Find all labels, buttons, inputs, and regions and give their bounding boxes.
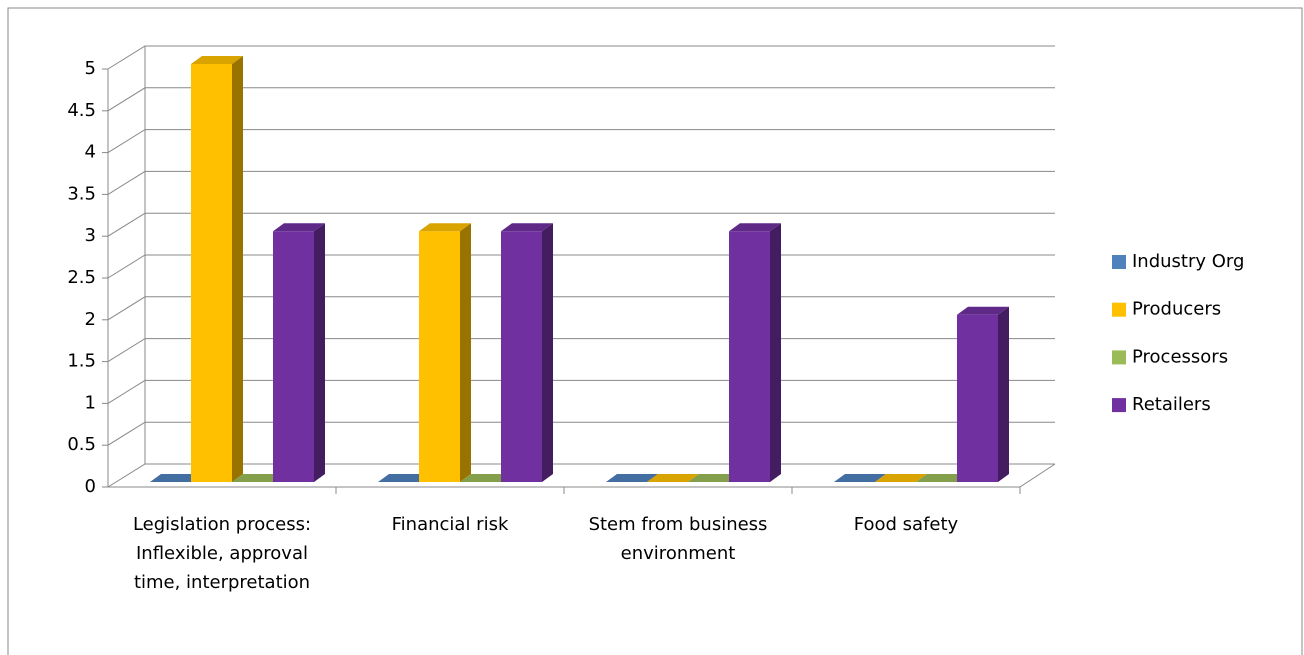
y-tick-label: 4 <box>85 142 96 163</box>
bar-top <box>501 223 553 232</box>
bar <box>460 474 512 482</box>
bar <box>232 474 284 482</box>
bar-top <box>150 474 202 482</box>
bar <box>501 223 553 482</box>
bar <box>647 474 699 482</box>
legend-label: Retailers <box>1132 394 1211 415</box>
bar-top <box>647 474 699 482</box>
bar <box>688 474 740 482</box>
y-tick-label: 1.5 <box>67 351 96 372</box>
legend-label: Industry Org <box>1132 251 1244 272</box>
bar-side <box>314 223 325 482</box>
y-tick-label: 3.5 <box>67 183 96 204</box>
bar-top <box>957 306 1009 315</box>
bar <box>273 223 325 482</box>
bar-top <box>460 474 512 482</box>
bar-top <box>191 56 243 64</box>
legend-swatch <box>1112 398 1126 413</box>
grid-line <box>107 87 1055 112</box>
bar-top <box>916 474 968 482</box>
y-tick-label: 3 <box>85 225 96 246</box>
legend-swatch <box>1112 302 1126 317</box>
y-tick-label: 0 <box>85 476 96 497</box>
x-tick-label: Food safety <box>853 514 959 535</box>
y-tick-label: 2 <box>85 309 96 330</box>
bar-front <box>729 231 770 482</box>
x-tick-label: Legislation process: Inflexible, approva… <box>132 514 312 593</box>
bar-side <box>232 56 243 482</box>
legend-swatch <box>1112 255 1126 269</box>
bar <box>419 223 471 482</box>
y-tick-label: 2.5 <box>67 267 96 288</box>
bar <box>875 474 927 482</box>
bar-front <box>419 231 460 482</box>
grid-line <box>107 212 1055 237</box>
bar-top <box>419 223 471 232</box>
y-tick-label: 4.5 <box>67 100 96 121</box>
y-tick-label: 0.5 <box>67 434 96 455</box>
bar <box>606 474 658 482</box>
bar <box>957 306 1009 482</box>
bar-top <box>834 474 886 482</box>
bar <box>916 474 968 482</box>
y-tick-label: 1 <box>85 392 96 413</box>
bar <box>150 474 202 482</box>
bar-side <box>542 223 553 482</box>
bar-side <box>770 223 781 482</box>
legend-label: Processors <box>1132 346 1228 367</box>
bar-top <box>729 223 781 232</box>
bar <box>834 474 886 482</box>
bar-front <box>501 231 542 482</box>
bar-top <box>273 223 325 232</box>
bar-front <box>191 64 232 482</box>
bar-front <box>273 231 314 482</box>
bar <box>729 223 781 482</box>
bar-front <box>957 314 998 482</box>
bar-side <box>460 223 471 482</box>
bar-top <box>688 474 740 482</box>
bar-top <box>875 474 927 482</box>
bar-top <box>378 474 430 482</box>
legend-label: Producers <box>1132 299 1221 320</box>
x-tick-label: Stem from business environment <box>588 514 768 564</box>
grid-line <box>107 45 1055 70</box>
bar <box>378 474 430 482</box>
x-tick-label: Financial risk <box>391 514 509 535</box>
bar-side <box>998 306 1009 482</box>
grid-line <box>107 170 1055 195</box>
bar <box>191 56 243 482</box>
grid-line <box>107 129 1055 154</box>
legend-swatch <box>1112 350 1126 365</box>
y-tick-label: 5 <box>85 58 96 79</box>
bar-top <box>606 474 658 482</box>
bar-top <box>232 474 284 482</box>
